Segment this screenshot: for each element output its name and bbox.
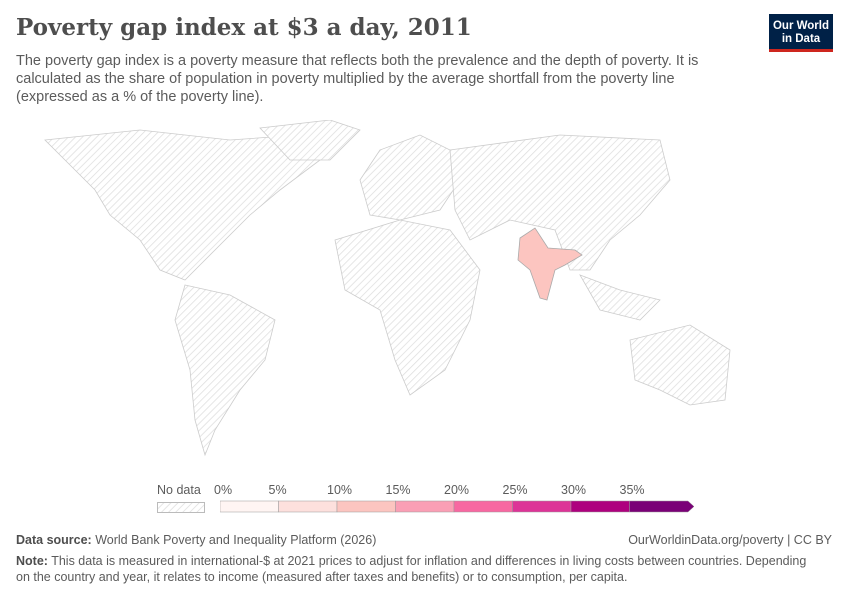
legend-tick: 0%: [214, 483, 233, 497]
data-source: Data source: World Bank Poverty and Ineq…: [16, 532, 376, 548]
southeast-asia[interactable]: [579, 274, 661, 321]
legend-tick: 15%: [385, 483, 411, 497]
asia[interactable]: [449, 134, 671, 271]
note-label: Note:: [16, 554, 48, 568]
source-url[interactable]: OurWorldinData.org/poverty | CC BY: [628, 533, 832, 547]
india[interactable]: [517, 227, 583, 301]
legend-tick: 20%: [444, 483, 470, 497]
legend-tick: 10%: [327, 483, 353, 497]
australia[interactable]: [629, 324, 731, 406]
legend-bin: [395, 500, 455, 513]
legend: No data 0% 5% 10% 15% 20% 25% 30% 35%: [0, 478, 850, 518]
source-text: World Bank Poverty and Inequality Platfo…: [95, 533, 377, 547]
legend-bin: [220, 500, 279, 513]
note: Note: This data is measured in internati…: [16, 553, 816, 585]
legend-bin: [336, 500, 396, 513]
legend-bin: [629, 500, 695, 513]
legend-no-data-label: No data: [157, 483, 201, 497]
europe[interactable]: [359, 134, 461, 221]
chart-subtitle: The poverty gap index is a poverty measu…: [16, 53, 699, 105]
legend-tick: 35%: [619, 483, 645, 497]
africa[interactable]: [334, 219, 481, 396]
legend-bin: [512, 500, 572, 513]
legend-bin: [278, 500, 338, 513]
north-america[interactable]: [44, 129, 321, 281]
owid-logo[interactable]: Our World in Data: [769, 14, 833, 52]
note-text: This data is measured in international-$…: [16, 554, 807, 584]
legend-tick: 30%: [561, 483, 587, 497]
legend-tick: 5%: [268, 483, 287, 497]
south-america[interactable]: [174, 284, 276, 457]
world-map: [44, 120, 731, 457]
logo-line2: in Data: [781, 33, 821, 45]
legend-color-scale: [220, 500, 695, 513]
logo-line1: Our World: [772, 20, 829, 32]
legend-no-data-swatch: [157, 502, 205, 513]
greenland[interactable]: [259, 120, 361, 161]
legend-bin: [570, 500, 630, 513]
legend-bin: [453, 500, 513, 513]
chart-title: Poverty gap index at $3 a day, 2011: [16, 14, 472, 41]
legend-tick: 25%: [502, 483, 528, 497]
source-label: Data source:: [16, 533, 92, 547]
